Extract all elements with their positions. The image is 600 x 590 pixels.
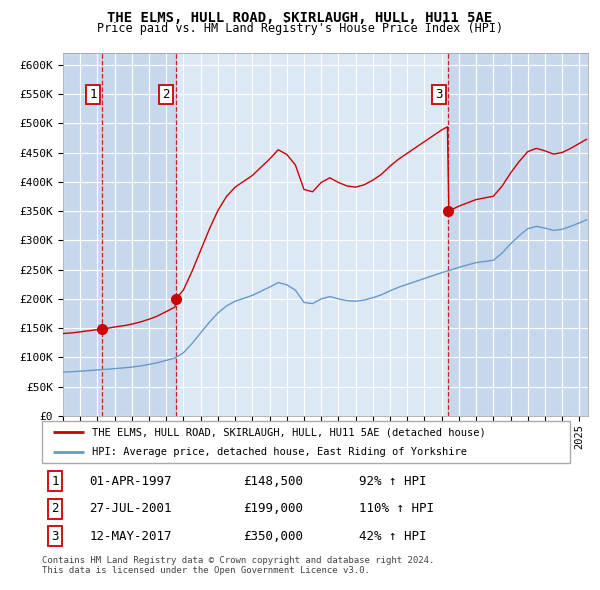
FancyBboxPatch shape <box>42 421 570 463</box>
Text: HPI: Average price, detached house, East Riding of Yorkshire: HPI: Average price, detached house, East… <box>92 447 467 457</box>
Text: £148,500: £148,500 <box>242 475 302 488</box>
Text: 1: 1 <box>89 88 97 101</box>
Text: 110% ↑ HPI: 110% ↑ HPI <box>359 502 434 516</box>
Text: £199,000: £199,000 <box>242 502 302 516</box>
Text: 2: 2 <box>52 502 59 516</box>
Text: 1: 1 <box>52 475 59 488</box>
Text: 42% ↑ HPI: 42% ↑ HPI <box>359 530 426 543</box>
Bar <box>63 53 103 416</box>
Text: 92% ↑ HPI: 92% ↑ HPI <box>359 475 426 488</box>
Text: This data is licensed under the Open Government Licence v3.0.: This data is licensed under the Open Gov… <box>42 566 370 575</box>
Text: 12-MAY-2017: 12-MAY-2017 <box>89 530 172 543</box>
Text: THE ELMS, HULL ROAD, SKIRLAUGH, HULL, HU11 5AE (detached house): THE ELMS, HULL ROAD, SKIRLAUGH, HULL, HU… <box>92 427 486 437</box>
Text: 2: 2 <box>163 88 170 101</box>
Text: £350,000: £350,000 <box>242 530 302 543</box>
Text: 27-JUL-2001: 27-JUL-2001 <box>89 502 172 516</box>
Text: THE ELMS, HULL ROAD, SKIRLAUGH, HULL, HU11 5AE: THE ELMS, HULL ROAD, SKIRLAUGH, HULL, HU… <box>107 11 493 25</box>
Text: 3: 3 <box>52 530 59 543</box>
Text: Price paid vs. HM Land Registry's House Price Index (HPI): Price paid vs. HM Land Registry's House … <box>97 22 503 35</box>
Text: 3: 3 <box>435 88 442 101</box>
Bar <box>103 53 176 416</box>
Text: 01-APR-1997: 01-APR-1997 <box>89 475 172 488</box>
Text: Contains HM Land Registry data © Crown copyright and database right 2024.: Contains HM Land Registry data © Crown c… <box>42 556 434 565</box>
Bar <box>448 53 588 416</box>
